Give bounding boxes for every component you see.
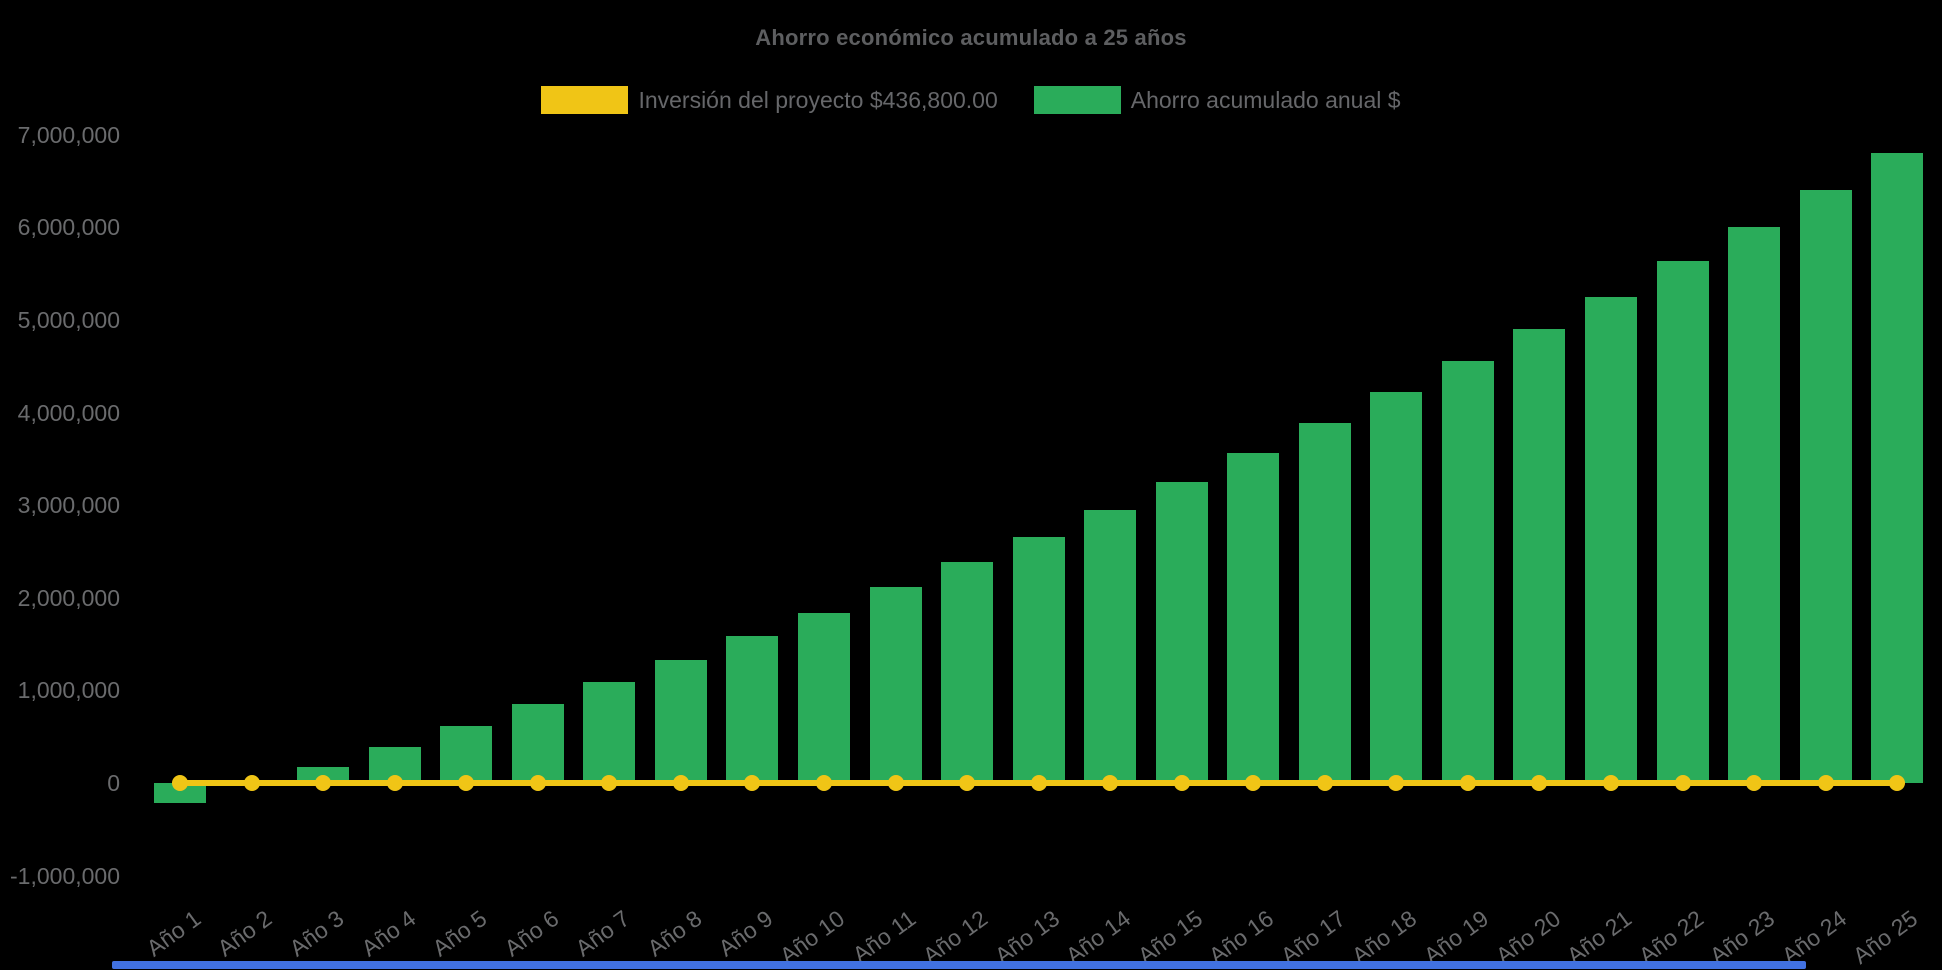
bar	[1084, 509, 1137, 783]
x-axis-tick-label: Año 17	[1275, 905, 1351, 969]
legend-item-investment[interactable]: Inversión del proyecto $436,800.00	[541, 86, 998, 114]
legend-label-investment: Inversión del proyecto $436,800.00	[638, 86, 998, 113]
investment-line-point	[1531, 775, 1548, 791]
legend-swatch-savings-icon	[1033, 86, 1121, 114]
x-axis-tick-label: Año 23	[1705, 905, 1780, 969]
y-axis-tick-label: 6,000,000	[17, 214, 120, 241]
investment-line-point	[1102, 775, 1119, 791]
x-axis-tick-label: Año 6	[499, 905, 564, 962]
horizontal-scrollbar-thumb[interactable]	[112, 961, 1806, 969]
x-axis-tick-label: Año 1	[141, 905, 206, 962]
x-axis-tick-label: Año 7	[570, 905, 635, 962]
investment-line-point	[959, 775, 976, 791]
bar	[297, 766, 350, 783]
investment-line-point	[601, 775, 618, 791]
x-axis-tick-label: Año 24	[1776, 905, 1851, 969]
x-axis-tick-label: Año 5	[427, 905, 492, 962]
investment-line-point	[815, 775, 832, 791]
x-axis-tick-label: Año 2	[212, 905, 277, 962]
x-axis-tick-label: Año 21	[1562, 905, 1637, 969]
investment-line-point	[887, 775, 904, 791]
bar	[440, 725, 493, 783]
bar	[1227, 453, 1280, 783]
x-axis-tick-label: Año 16	[1204, 905, 1279, 969]
bar	[1298, 422, 1351, 783]
bar	[1441, 360, 1494, 783]
y-axis-tick-label: 2,000,000	[17, 584, 120, 611]
legend-item-savings[interactable]: Ahorro acumulado anual $	[1033, 86, 1401, 114]
investment-line-point	[1603, 775, 1619, 791]
bar	[941, 561, 994, 783]
investment-line-point	[1245, 775, 1262, 791]
bar	[1799, 190, 1852, 783]
investment-line-point	[386, 775, 403, 791]
y-axis-tick-label: 5,000,000	[17, 307, 120, 333]
bar	[1871, 153, 1924, 783]
investment-line-point	[1388, 775, 1405, 791]
investment-line-point	[315, 775, 332, 791]
legend-label-savings: Ahorro acumulado anual $	[1130, 86, 1401, 113]
y-axis-tick-label: 0	[107, 770, 120, 796]
bar	[1155, 482, 1208, 783]
bar	[726, 635, 779, 783]
bar	[1370, 392, 1423, 783]
bar	[1728, 227, 1781, 783]
bar	[1012, 536, 1065, 783]
investment-line-point	[529, 775, 546, 791]
bar	[1585, 296, 1637, 783]
x-axis-tick-label: Año 19	[1418, 905, 1494, 969]
investment-line-point	[1459, 775, 1476, 791]
investment-line-point	[458, 775, 475, 791]
x-axis-tick-label: Año 10	[774, 905, 850, 969]
y-axis-tick-label: -1,000,000	[10, 862, 120, 889]
investment-line-point	[243, 775, 260, 791]
y-axis-tick-label: 3,000,000	[17, 492, 120, 519]
legend: Inversión del proyecto $436,800.00 Ahorr…	[0, 86, 1942, 114]
legend-swatch-investment-icon	[541, 86, 629, 114]
x-axis-tick-label: Año 3	[284, 905, 349, 962]
x-axis-tick-label: Año 11	[847, 905, 921, 968]
investment-line-point	[1889, 775, 1906, 791]
bar	[1656, 260, 1709, 783]
x-axis-tick-label: Año 4	[356, 905, 420, 962]
y-axis-tick-label: 4,000,000	[17, 399, 120, 426]
investment-line-point	[1030, 775, 1047, 791]
y-axis-tick-label: 7,000,000	[17, 121, 120, 148]
bar	[154, 783, 206, 804]
x-axis-tick-label: Año 13	[989, 905, 1064, 969]
x-axis-tick-label: Año 14	[1061, 905, 1136, 969]
investment-line-point	[1173, 775, 1190, 791]
x-axis-tick-label: Año 18	[1347, 905, 1422, 969]
x-axis-tick-label: Año 25	[1848, 905, 1923, 969]
investment-line-point	[744, 775, 761, 791]
x-axis-tick-label: Año 12	[918, 905, 993, 969]
investment-line-point	[1316, 775, 1333, 791]
investment-line-point	[172, 775, 188, 791]
chart-title: Ahorro económico acumulado a 25 años	[755, 25, 1187, 50]
investment-line-point	[672, 775, 689, 791]
bar	[583, 682, 636, 783]
bar	[797, 612, 850, 783]
bar	[869, 586, 922, 783]
bar	[654, 659, 707, 783]
investment-line-point	[1817, 775, 1834, 791]
x-axis-tick-label: Año 15	[1132, 905, 1207, 969]
x-axis-tick-label: Año 8	[642, 905, 707, 962]
bar	[1513, 329, 1566, 783]
bar	[511, 703, 564, 783]
x-axis-tick-label: Año 9	[713, 905, 778, 962]
x-axis-tick-label: Año 22	[1633, 905, 1708, 969]
y-axis-tick-label: 1,000,000	[17, 677, 120, 704]
investment-line-point	[1674, 775, 1691, 791]
x-axis-tick-label: Año 20	[1490, 905, 1565, 969]
investment-line-point	[1746, 775, 1763, 791]
